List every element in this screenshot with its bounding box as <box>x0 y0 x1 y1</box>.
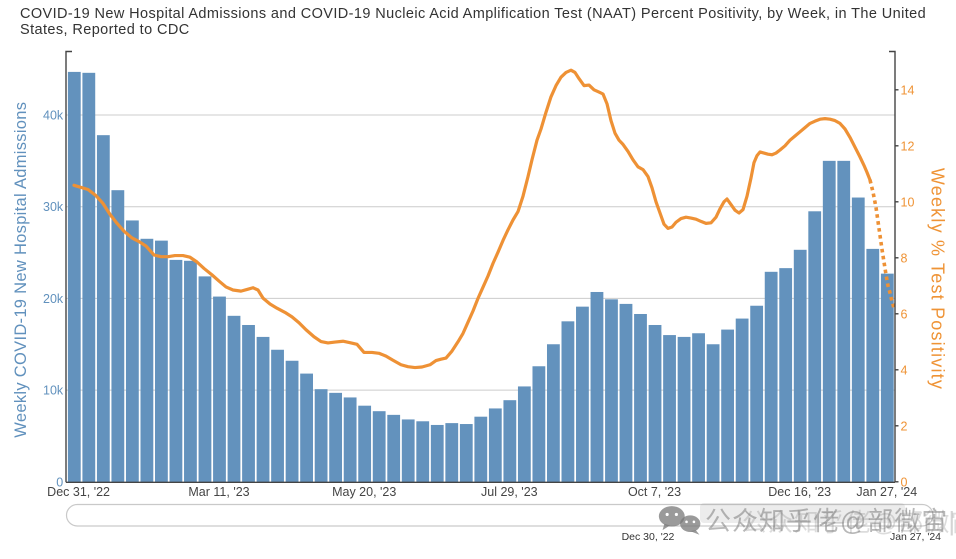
svg-text:40k: 40k <box>43 109 64 123</box>
svg-text:Jan 27, '24: Jan 27, '24 <box>890 531 941 543</box>
svg-text:Jan 27, '24: Jan 27, '24 <box>856 485 917 499</box>
svg-text:30k: 30k <box>43 200 64 214</box>
svg-text:10k: 10k <box>43 384 64 398</box>
svg-text:14: 14 <box>901 83 915 97</box>
svg-text:20k: 20k <box>43 292 64 306</box>
svg-text:0: 0 <box>56 475 63 489</box>
svg-text:Oct 7, '23: Oct 7, '23 <box>628 485 681 499</box>
svg-text:12: 12 <box>901 139 915 153</box>
svg-text:Dec 16, '23: Dec 16, '23 <box>768 485 831 499</box>
svg-text:Dec 30, '22: Dec 30, '22 <box>622 531 675 543</box>
svg-text:2: 2 <box>901 419 908 433</box>
svg-text:Jul 29, '23: Jul 29, '23 <box>481 485 538 499</box>
svg-text:Dec 31, '22: Dec 31, '22 <box>47 485 110 499</box>
svg-text:Mar 11, '23: Mar 11, '23 <box>188 485 249 499</box>
svg-text:8: 8 <box>901 251 908 265</box>
svg-text:4: 4 <box>901 363 908 377</box>
svg-text:6: 6 <box>901 307 908 321</box>
svg-text:May 20, '23: May 20, '23 <box>332 485 396 499</box>
svg-text:10: 10 <box>901 195 915 209</box>
svg-text:Weekly % Test Positivity: Weekly % Test Positivity <box>927 168 947 390</box>
svg-text:Weekly COVID-19 New Hospital A: Weekly COVID-19 New Hospital Admissions <box>12 102 30 438</box>
svg-text:0: 0 <box>901 475 908 489</box>
